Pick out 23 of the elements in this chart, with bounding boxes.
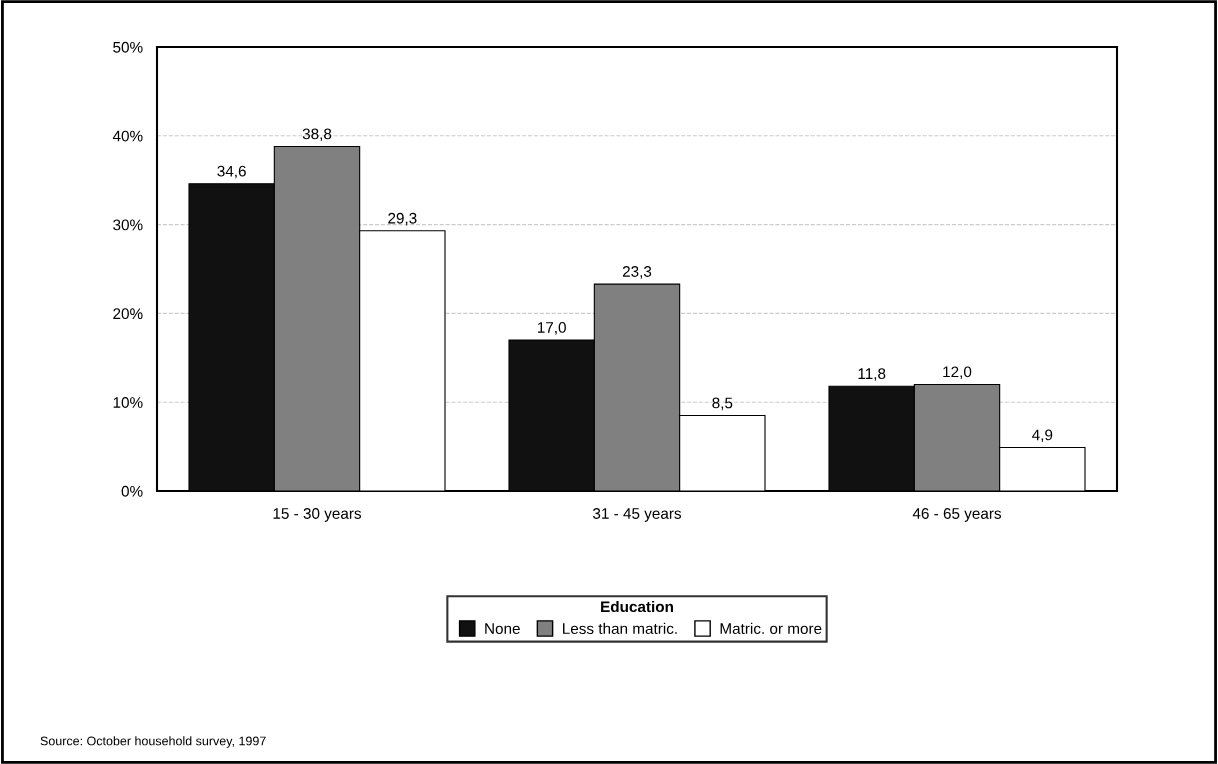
source-note: Source: October household survey, 1997 bbox=[40, 736, 266, 748]
x-tick-label: 46 - 65 years bbox=[912, 508, 1002, 522]
data-label: 11,8 bbox=[858, 368, 886, 381]
y-tick-label: 30% bbox=[113, 219, 143, 231]
data-label: 38,8 bbox=[302, 128, 332, 142]
x-tick-label: 31 - 45 years bbox=[593, 508, 682, 522]
legend-label: Matric. or more bbox=[720, 622, 822, 634]
x-tick-label: 15 - 30 years bbox=[273, 508, 362, 522]
y-tick-label: 20% bbox=[113, 308, 143, 320]
data-label: 8,5 bbox=[712, 397, 733, 411]
data-label: 29,3 bbox=[388, 212, 417, 226]
legend-label: Less than matric. bbox=[563, 622, 677, 634]
data-label: 12,0 bbox=[943, 366, 972, 380]
y-tick-label: 0% bbox=[121, 485, 143, 497]
y-tick-label: 50% bbox=[113, 41, 143, 53]
data-label: 34,6 bbox=[217, 165, 246, 179]
legend-title: Education bbox=[601, 600, 673, 613]
legend-label: None bbox=[485, 623, 520, 634]
data-label: 17,0 bbox=[537, 322, 566, 335]
data-label: 23,3 bbox=[622, 266, 652, 279]
data-label: 4,9 bbox=[1032, 429, 1053, 443]
y-tick-label: 40% bbox=[112, 130, 143, 142]
y-tick-label: 10% bbox=[113, 397, 143, 408]
